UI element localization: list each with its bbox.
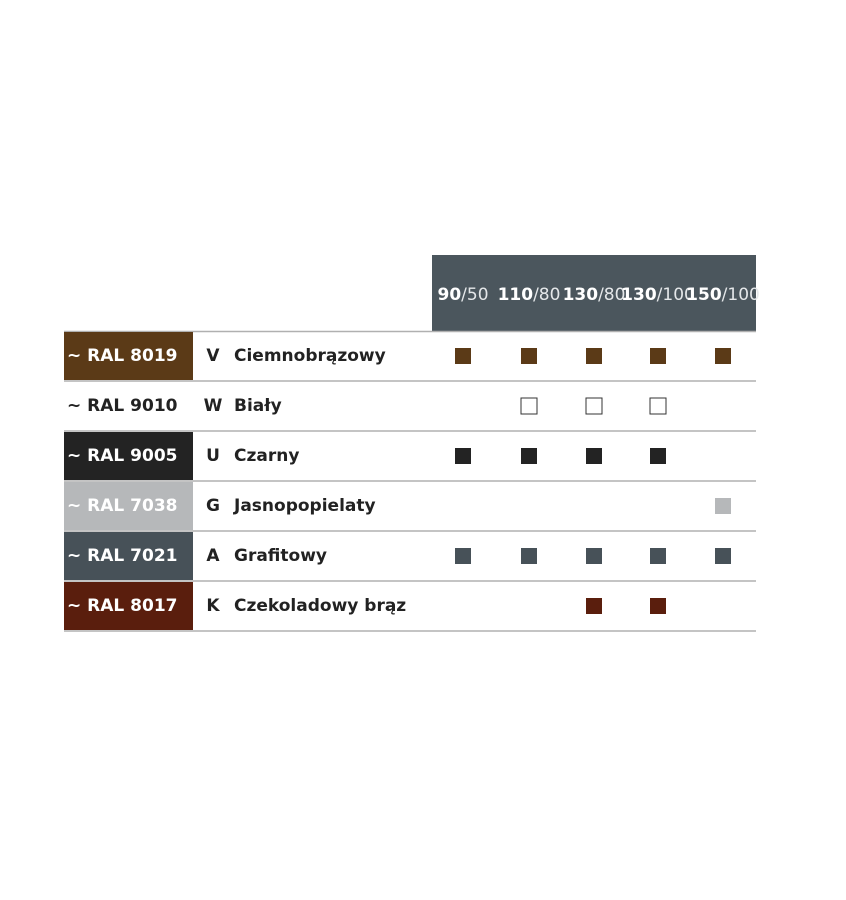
color-name: Czekoladowy brąz <box>234 596 406 616</box>
availability-square <box>650 348 666 364</box>
availability-square <box>586 548 602 564</box>
ral-label: ~ RAL 8019 <box>67 346 177 366</box>
column-header-bold: 110 <box>498 285 534 305</box>
column-header-rest: /50 <box>461 285 488 305</box>
availability-square <box>521 448 537 464</box>
ral-label: ~ RAL 7038 <box>67 496 177 516</box>
availability-square <box>715 548 731 564</box>
availability-square <box>455 348 471 364</box>
availability-square <box>521 348 537 364</box>
column-header-rest: /100 <box>722 285 760 305</box>
column-header-rest: /80 <box>533 285 560 305</box>
column-header: 110/80 <box>498 285 561 305</box>
availability-square <box>586 448 602 464</box>
availability-square <box>520 397 538 415</box>
availability-square <box>715 348 731 364</box>
ral-swatch <box>64 432 193 480</box>
column-header-bold: 90 <box>437 285 461 305</box>
ral-swatch <box>64 332 193 380</box>
header-background <box>432 255 756 331</box>
availability-square <box>650 598 666 614</box>
column-header: 130/100 <box>621 285 695 305</box>
ral-swatch <box>64 382 193 430</box>
color-name: Ciemnobrązowy <box>234 346 386 366</box>
availability-square <box>586 598 602 614</box>
color-code: G <box>206 496 220 516</box>
availability-square <box>650 548 666 564</box>
color-code: W <box>204 396 223 416</box>
color-code: U <box>206 446 220 466</box>
color-code: V <box>206 346 220 366</box>
column-header: 150/100 <box>686 285 760 305</box>
availability-square <box>649 397 667 415</box>
availability-square <box>650 448 666 464</box>
availability-square <box>715 498 731 514</box>
ral-label: ~ RAL 7021 <box>67 546 177 566</box>
column-header-rest: /100 <box>657 285 695 305</box>
ral-swatch <box>64 582 193 630</box>
column-header-bold: 130 <box>563 285 599 305</box>
color-code: A <box>206 546 220 566</box>
availability-square <box>521 548 537 564</box>
column-header-bold: 150 <box>686 285 722 305</box>
column-header-rest: /80 <box>598 285 625 305</box>
availability-square <box>585 397 603 415</box>
column-header: 130/80 <box>563 285 626 305</box>
column-header-bold: 130 <box>621 285 657 305</box>
color-code: K <box>206 596 220 616</box>
availability-square <box>586 348 602 364</box>
color-name: Grafitowy <box>234 546 327 566</box>
ral-label: ~ RAL 9005 <box>67 446 177 466</box>
ral-label: ~ RAL 9010 <box>67 396 178 416</box>
color-name: Czarny <box>234 446 299 466</box>
color-name: Jasnopopielaty <box>233 496 376 516</box>
color-name: Biały <box>234 396 282 416</box>
availability-square <box>455 548 471 564</box>
availability-square <box>455 448 471 464</box>
ral-swatch <box>64 482 193 530</box>
ral-swatch <box>64 532 193 580</box>
ral-label: ~ RAL 8017 <box>67 596 177 616</box>
column-header: 90/50 <box>437 285 488 305</box>
